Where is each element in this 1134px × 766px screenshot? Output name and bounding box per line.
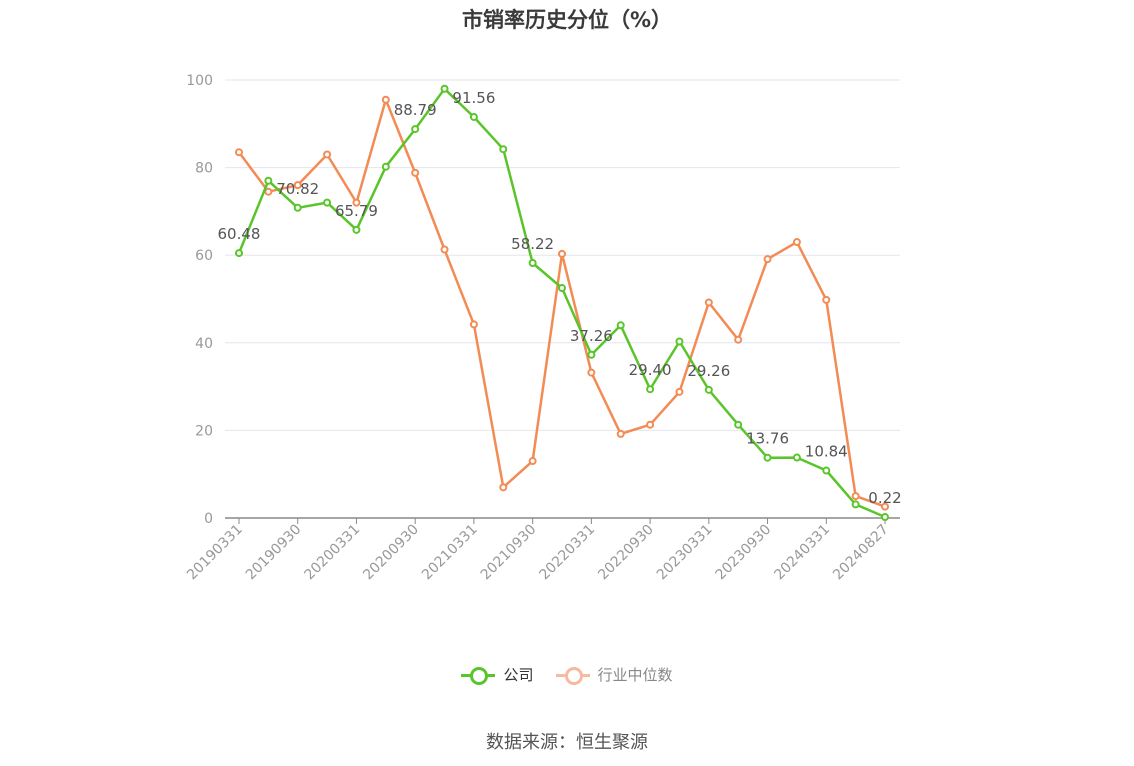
data-point-company	[235, 249, 243, 258]
data-point-company	[646, 385, 655, 394]
data-point-industry	[235, 148, 243, 157]
data-label: 60.48	[218, 225, 261, 243]
legend-item-company[interactable]: 公司	[461, 664, 534, 685]
data-point-company	[293, 203, 302, 212]
data-point-company	[675, 337, 684, 346]
data-point-company	[763, 453, 772, 462]
data-point-company	[851, 500, 860, 509]
data-label: 65.79	[335, 202, 378, 220]
y-tick-label: 80	[195, 161, 213, 177]
data-label: 29.26	[687, 362, 730, 380]
legend: 公司 行业中位数	[0, 664, 1134, 685]
data-point-industry	[499, 483, 508, 492]
data-point-industry	[381, 95, 390, 104]
x-tick-label: 20190331	[184, 522, 246, 584]
data-point-company	[616, 321, 625, 330]
data-point-company	[528, 258, 537, 267]
legend-marker-industry-icon	[555, 665, 590, 685]
data-point-industry	[352, 198, 361, 207]
data-point-company	[881, 513, 889, 522]
data-point-company	[558, 284, 566, 293]
data-point-company	[469, 112, 478, 121]
legend-marker-company-icon	[461, 665, 496, 685]
data-point-industry	[675, 387, 684, 396]
data-label: 29.40	[629, 361, 672, 379]
y-tick-label: 100	[186, 73, 213, 89]
data-point-industry	[734, 335, 743, 344]
data-point-industry	[763, 255, 772, 264]
x-tick-label: 20230331	[654, 522, 716, 584]
x-tick-label: 20240331	[771, 522, 833, 584]
data-point-industry	[411, 168, 420, 177]
data-point-company	[411, 125, 420, 134]
data-label: 10.84	[805, 443, 848, 461]
data-label: 0.22	[868, 489, 901, 507]
data-point-industry	[646, 420, 655, 429]
x-tick-label: 20220930	[595, 522, 657, 584]
x-tick-label: 20190930	[243, 522, 305, 584]
x-tick-label: 20200930	[360, 522, 422, 584]
x-tick-label: 20200331	[302, 522, 364, 584]
data-point-company	[352, 225, 361, 234]
data-point-industry	[792, 238, 801, 247]
data-point-company	[734, 420, 743, 429]
data-point-industry	[558, 249, 566, 258]
data-point-industry	[822, 295, 831, 304]
legend-item-industry[interactable]: 行业中位数	[555, 664, 673, 685]
data-point-company	[704, 385, 713, 394]
data-point-industry	[704, 298, 713, 307]
data-point-industry	[881, 502, 889, 511]
data-point-company	[323, 198, 332, 207]
data-point-industry	[616, 429, 625, 438]
y-tick-label: 20	[195, 423, 213, 439]
legend-label-industry: 行业中位数	[597, 666, 673, 684]
data-point-industry	[293, 181, 302, 190]
data-point-industry	[469, 320, 478, 329]
data-point-company	[822, 466, 831, 475]
data-label: 37.26	[570, 327, 613, 345]
chart-title: 市销率历史分位（%）	[461, 8, 673, 32]
data-point-company	[499, 145, 508, 154]
data-point-company	[264, 176, 273, 185]
series-line-company	[237, 87, 886, 519]
data-label: 70.82	[276, 180, 319, 198]
data-point-company	[792, 453, 801, 462]
data-point-industry	[587, 368, 596, 377]
data-label: 91.56	[452, 89, 495, 107]
x-tick-label: 20220331	[536, 522, 598, 584]
data-point-company	[440, 84, 449, 93]
data-point-company	[381, 162, 390, 171]
data-point-industry	[851, 492, 860, 501]
y-tick-label: 0	[204, 511, 213, 527]
data-point-company	[587, 350, 596, 359]
x-tick-label: 20210930	[478, 522, 540, 584]
y-tick-label: 40	[195, 336, 213, 352]
data-label: 88.79	[394, 101, 437, 119]
x-tick-label: 20210331	[419, 522, 481, 584]
data-point-industry	[264, 187, 273, 196]
data-label: 13.76	[746, 430, 789, 448]
data-source: 数据来源：恒生聚源	[486, 732, 648, 753]
legend-label-company: 公司	[503, 666, 534, 684]
data-point-industry	[323, 150, 332, 159]
data-point-industry	[528, 457, 537, 466]
data-label: 58.22	[511, 235, 554, 253]
data-point-industry	[440, 245, 449, 254]
x-tick-label: 20230930	[713, 522, 775, 584]
y-tick-label: 60	[195, 248, 213, 264]
x-tick-label: 20240827	[830, 522, 892, 584]
